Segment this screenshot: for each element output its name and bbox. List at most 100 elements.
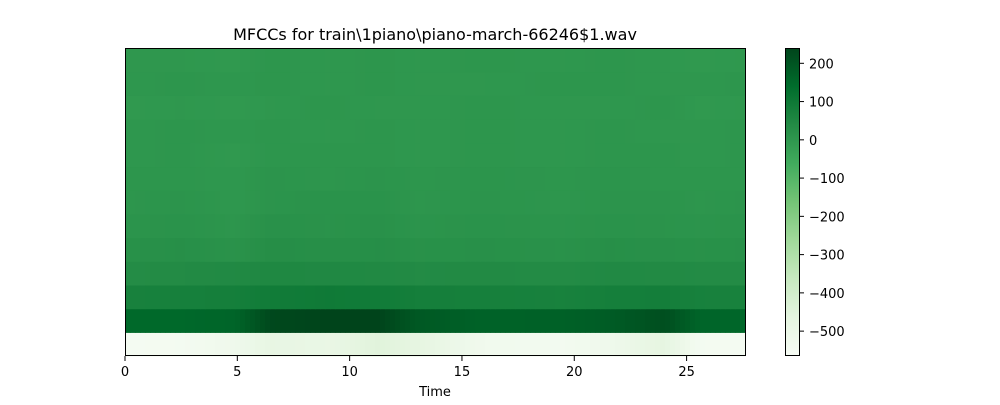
heatmap-cell	[405, 332, 411, 357]
heatmap-cell	[515, 190, 521, 215]
heatmap-cell	[340, 166, 346, 191]
heatmap-cell	[455, 261, 461, 286]
heatmap-cell	[480, 213, 486, 239]
heatmap-cell	[460, 142, 466, 168]
heatmap-cell	[615, 48, 621, 73]
heatmap-cell	[310, 261, 316, 286]
heatmap-cell	[480, 237, 486, 262]
heatmap-cell	[620, 190, 626, 215]
heatmap-cell	[505, 48, 511, 73]
heatmap-cell	[475, 284, 481, 310]
heatmap-cell	[275, 332, 281, 357]
heatmap-cell	[380, 95, 386, 120]
heatmap-cell	[395, 48, 401, 73]
heatmap-cell	[185, 308, 191, 333]
heatmap-cell	[545, 71, 551, 96]
heatmap-cell	[450, 237, 456, 262]
heatmap-cell	[385, 142, 391, 168]
heatmap-cell	[715, 332, 721, 357]
heatmap-cell	[235, 237, 241, 262]
heatmap-cell	[310, 213, 316, 239]
heatmap-cell	[520, 213, 526, 239]
heatmap-cell	[585, 308, 591, 333]
heatmap-cell	[235, 71, 241, 96]
heatmap-cell	[385, 284, 391, 310]
heatmap-cell	[620, 119, 626, 144]
heatmap-cell	[685, 261, 691, 286]
heatmap-cell	[340, 95, 346, 120]
heatmap-cell	[690, 48, 696, 73]
heatmap-cell	[200, 95, 206, 120]
heatmap-cell	[680, 213, 686, 239]
heatmap-cell	[170, 237, 176, 262]
heatmap-cell	[565, 284, 571, 310]
heatmap-cell	[735, 332, 741, 357]
heatmap-cell	[385, 190, 391, 215]
heatmap-cell	[450, 261, 456, 286]
heatmap-cell	[170, 142, 176, 168]
heatmap-cell	[230, 166, 236, 191]
heatmap-cell	[430, 48, 436, 73]
heatmap-cell	[495, 142, 501, 168]
heatmap-cell	[625, 284, 631, 310]
heatmap-cell	[180, 308, 186, 333]
heatmap-cell	[155, 213, 161, 239]
heatmap-cell	[180, 48, 186, 73]
heatmap-cell	[205, 332, 211, 357]
heatmap-cell	[565, 308, 571, 333]
heatmap-cell	[315, 237, 321, 262]
heatmap-cell	[345, 48, 351, 73]
heatmap-cell	[625, 213, 631, 239]
heatmap-cell	[445, 119, 451, 144]
heatmap-cell	[390, 308, 396, 333]
heatmap-cell	[230, 237, 236, 262]
heatmap-cell	[580, 237, 586, 262]
heatmap-cell	[300, 308, 306, 333]
heatmap-cell	[680, 237, 686, 262]
heatmap-cell	[160, 213, 166, 239]
heatmap-cell	[705, 213, 711, 239]
heatmap-cell	[155, 95, 161, 120]
heatmap-cell	[555, 142, 561, 168]
heatmap-cell	[500, 332, 506, 357]
heatmap-cell	[725, 48, 731, 73]
heatmap-cell	[310, 308, 316, 333]
heatmap-cell	[280, 142, 286, 168]
heatmap-cell	[185, 119, 191, 144]
heatmap-cell	[215, 71, 221, 96]
heatmap-cell	[555, 71, 561, 96]
heatmap-cell	[170, 166, 176, 191]
heatmap-cell	[670, 213, 676, 239]
heatmap-cell	[235, 48, 241, 73]
heatmap-cell	[380, 142, 386, 168]
heatmap-cell	[455, 48, 461, 73]
heatmap-cell	[265, 237, 271, 262]
heatmap-cell	[710, 213, 716, 239]
heatmap-cell	[530, 48, 536, 73]
heatmap-cell	[625, 48, 631, 73]
heatmap-cell	[375, 142, 381, 168]
heatmap-cell	[655, 142, 661, 168]
heatmap-cell	[135, 308, 141, 333]
heatmap-cell	[620, 142, 626, 168]
heatmap-cell	[350, 213, 356, 239]
heatmap-cell	[580, 48, 586, 73]
heatmap-cell	[300, 142, 306, 168]
heatmap-cell	[355, 261, 361, 286]
heatmap-cell	[455, 332, 461, 357]
heatmap-cell	[155, 308, 161, 333]
heatmap-cell	[635, 213, 641, 239]
heatmap-cell	[595, 261, 601, 286]
heatmap-cell	[250, 308, 256, 333]
heatmap-cell	[265, 332, 271, 357]
heatmap-cell	[545, 190, 551, 215]
heatmap-cell	[325, 190, 331, 215]
colorbar-tick-label: 200	[809, 57, 834, 72]
heatmap-cell	[325, 95, 331, 120]
heatmap-cell	[305, 261, 311, 286]
heatmap-cell	[510, 142, 516, 168]
heatmap-cell	[445, 95, 451, 120]
heatmap-cell	[480, 48, 486, 73]
heatmap-cell	[300, 190, 306, 215]
heatmap-cell	[485, 284, 491, 310]
